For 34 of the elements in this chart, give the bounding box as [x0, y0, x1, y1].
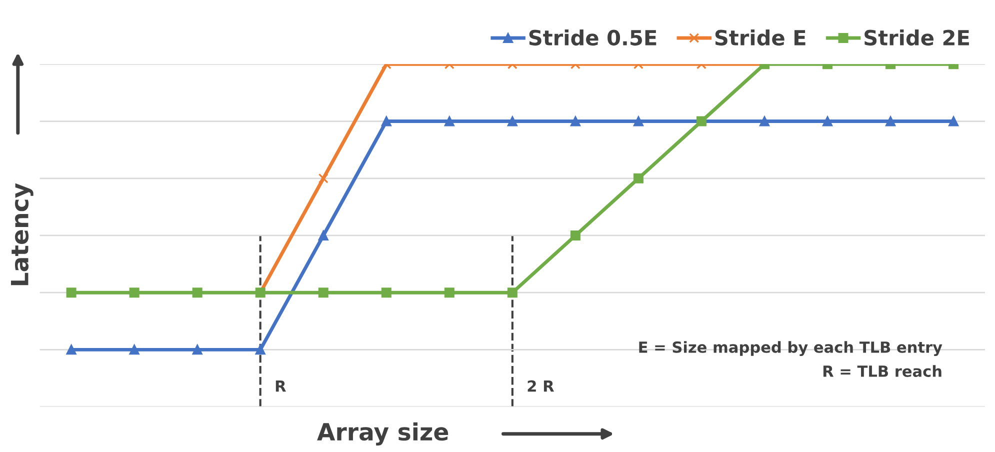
- point: [192, 344, 202, 355]
- point: [507, 288, 518, 298]
- point: [192, 288, 202, 298]
- point: [444, 288, 454, 298]
- point: [633, 173, 644, 184]
- point: [444, 116, 454, 126]
- point: [381, 116, 392, 126]
- point: [255, 344, 266, 355]
- point: [507, 116, 518, 126]
- point: [318, 288, 328, 298]
- x-axis-title: Array size: [317, 422, 448, 446]
- legend-label: Stride 2E: [864, 29, 969, 46]
- point: [570, 116, 580, 126]
- point: [886, 116, 896, 126]
- point: [129, 344, 140, 355]
- annotation: E = Size mapped by each TLB entry: [639, 341, 942, 356]
- annotation: R: [276, 380, 286, 392]
- point: [129, 288, 140, 298]
- point: [318, 230, 328, 240]
- point: [66, 344, 76, 355]
- y-axis-title: Latency: [11, 183, 34, 286]
- legend-label: Stride 0.5E: [529, 29, 656, 46]
- point: [759, 116, 770, 126]
- point: [822, 116, 833, 126]
- annotation: 2 R: [528, 380, 554, 392]
- annotation: R = TLB reach: [823, 365, 942, 377]
- point: [570, 230, 580, 240]
- point: [318, 173, 328, 184]
- legend-label: Stride E: [715, 29, 806, 46]
- point: [381, 288, 392, 298]
- point: [633, 116, 644, 126]
- point: [696, 116, 706, 126]
- point: [948, 116, 959, 126]
- point: [66, 288, 76, 298]
